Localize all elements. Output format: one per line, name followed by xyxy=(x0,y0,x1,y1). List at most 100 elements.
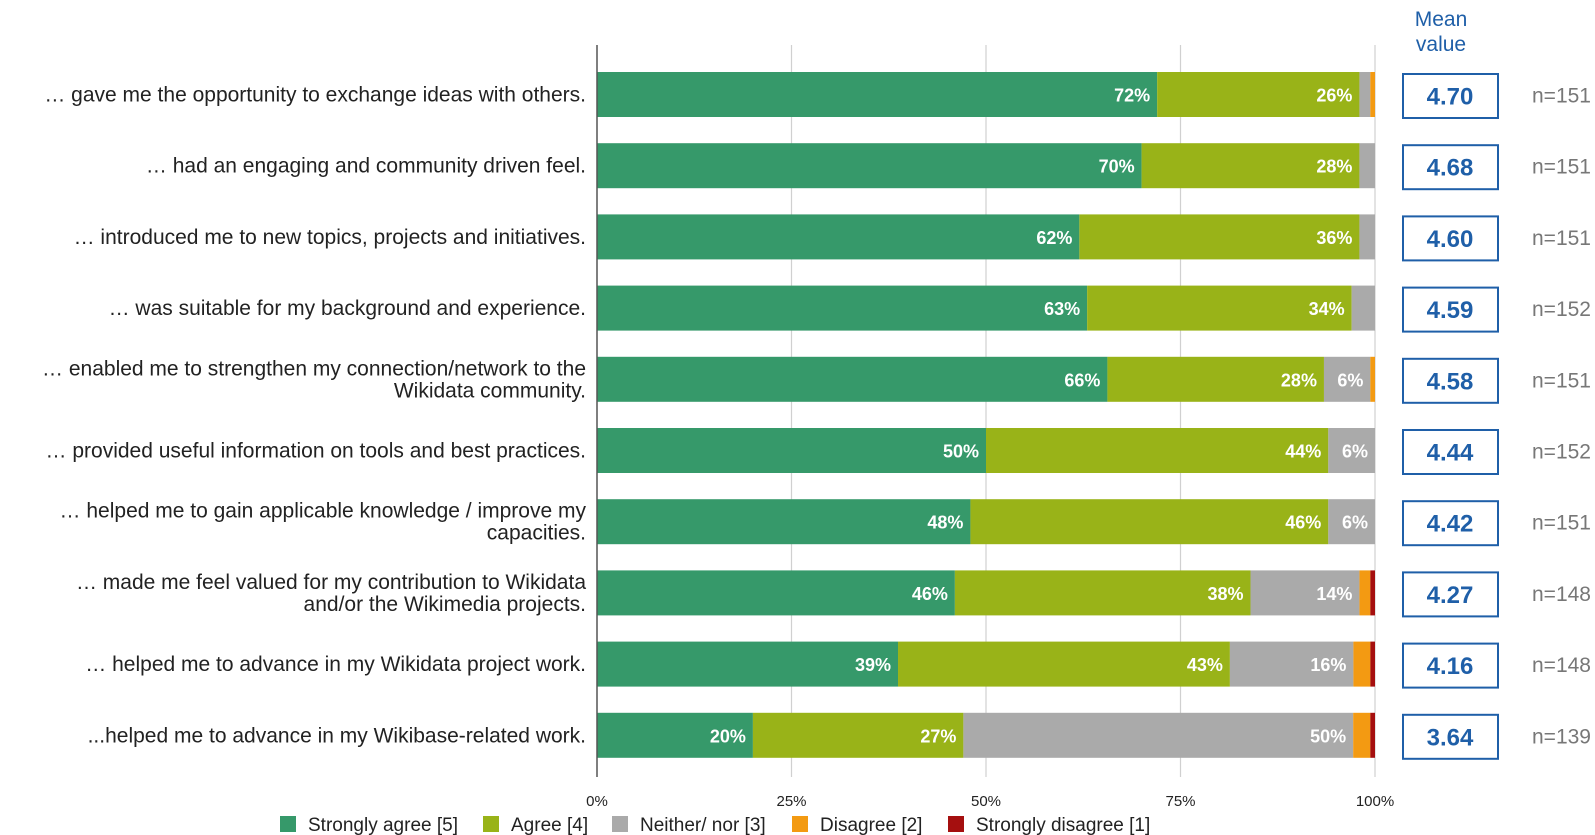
n-count-10: n=139 xyxy=(1532,725,1591,748)
category-label-4: … was suitable for my background and exp… xyxy=(109,297,586,320)
legend-label-4: Disagree [2] xyxy=(820,815,922,835)
bar-segment-row-10-series-3 xyxy=(963,712,1354,758)
bar-segment-row-5-series-3 xyxy=(1323,356,1371,402)
n-count-3: n=151 xyxy=(1532,227,1591,250)
n-count-6: n=152 xyxy=(1532,441,1591,464)
data-label-row-7-series-1: 48% xyxy=(927,513,963,533)
bar-segment-row-8-series-2 xyxy=(954,570,1251,616)
mean-value-2: 4.68 xyxy=(1427,155,1474,182)
bar-segment-row-3-series-1 xyxy=(597,214,1080,260)
legend-entry-4: Disagree [2] xyxy=(792,815,922,835)
data-label-row-4-series-1: 63% xyxy=(1044,299,1080,319)
x-tick-label-100: 100% xyxy=(1356,793,1394,810)
legend-entry-1: Strongly agree [5] xyxy=(280,815,458,835)
bar-segment-row-7-series-1 xyxy=(597,499,971,545)
bar-segment-row-7-series-2 xyxy=(970,499,1329,545)
data-label-row-8-series-3: 14% xyxy=(1316,584,1352,604)
data-label-row-6-series-1: 50% xyxy=(943,442,979,462)
category-label-2: … had an engaging and community driven f… xyxy=(146,155,586,178)
data-label-row-1-series-2: 26% xyxy=(1316,86,1352,106)
mean-value-8: 4.27 xyxy=(1427,582,1474,609)
x-tick-label-75: 75% xyxy=(1165,793,1195,810)
mean-value-7: 4.42 xyxy=(1427,511,1474,538)
mean-box-9 xyxy=(1402,642,1499,689)
legend-swatch-1 xyxy=(280,816,296,832)
segment-labels: 72% 26% 70% 28% 62% 36% 63% 34% 66% 28% 6% 50% 44% 6%… xyxy=(710,86,1368,747)
bar-segment-row-1-series-1 xyxy=(597,72,1158,117)
mean-box-8 xyxy=(1402,571,1499,618)
data-label-row-3-series-1: 62% xyxy=(1036,228,1072,248)
bar-segment-row-5-series-1 xyxy=(597,356,1108,402)
category-label-8-line-1: … made me feel valued for my contributio… xyxy=(76,571,586,594)
x-axis-ticks: 0% 25% 50% 75% 100% xyxy=(586,793,1394,810)
category-label-7-line-1: … helped me to gain applicable knowledge… xyxy=(60,500,587,523)
data-label-row-8-series-1: 46% xyxy=(912,584,948,604)
legend-entry-2: Agree [4] xyxy=(483,815,588,835)
mean-box-4 xyxy=(1402,286,1499,333)
data-label-row-10-series-2: 27% xyxy=(920,726,956,746)
bar-segment-row-6-series-1 xyxy=(597,428,986,473)
bar-segment-row-4-series-1 xyxy=(597,285,1088,331)
data-label-row-7-series-3: 6% xyxy=(1342,513,1368,533)
mean-box-7 xyxy=(1402,500,1499,547)
data-label-row-2-series-1: 70% xyxy=(1099,157,1135,177)
category-label-5-line-1: … enabled me to strengthen my connection… xyxy=(42,357,586,380)
bar-segment-row-3-series-3 xyxy=(1359,214,1375,260)
category-label-10: ...helped me to advance in my Wikibase-r… xyxy=(88,724,586,747)
data-label-row-6-series-2: 44% xyxy=(1285,442,1321,462)
bar-segment-row-4-series-3 xyxy=(1351,285,1375,331)
data-label-row-8-series-2: 38% xyxy=(1207,584,1243,604)
x-tick-label-0: 0% xyxy=(586,793,608,810)
bar-segment-row-6-series-2 xyxy=(986,428,1329,473)
mean-box-6 xyxy=(1402,429,1499,475)
bar-segment-row-2-series-2 xyxy=(1141,143,1360,189)
n-count-1: n=151 xyxy=(1532,85,1591,108)
bar-segment-row-7-series-3 xyxy=(1328,499,1375,545)
n-count-5: n=151 xyxy=(1532,369,1591,392)
mean-box-1 xyxy=(1402,73,1499,119)
legend-entry-3: Neither/ nor [3] xyxy=(612,815,766,835)
data-label-row-5-series-3: 6% xyxy=(1337,370,1363,390)
data-label-row-1-series-1: 72% xyxy=(1114,86,1150,106)
bar-segment-row-1-series-2 xyxy=(1157,72,1360,117)
n-count-2: n=151 xyxy=(1532,156,1591,179)
mean-box-3 xyxy=(1402,215,1499,262)
legend-label-5: Strongly disagree [1] xyxy=(976,815,1150,835)
bar-segment-row-5-series-4 xyxy=(1370,356,1375,402)
mean-box-5 xyxy=(1402,357,1499,404)
n-count-7: n=151 xyxy=(1532,512,1591,535)
data-label-row-3-series-2: 36% xyxy=(1316,228,1352,248)
bar-segment-row-10-series-1 xyxy=(597,712,753,758)
category-label-3: … introduced me to new topics, projects … xyxy=(74,226,586,249)
mean-value-9: 4.16 xyxy=(1427,653,1474,680)
category-label-8-line-2: and/or the Wikimedia projects. xyxy=(304,593,586,616)
bar-segment-row-4-series-2 xyxy=(1087,285,1352,331)
bar-segment-row-8-series-1 xyxy=(597,570,955,616)
category-label-5-line-2: Wikidata community. xyxy=(394,379,586,402)
bar-segment-row-9-series-2 xyxy=(898,641,1230,687)
legend-label-1: Strongly agree [5] xyxy=(308,815,458,835)
mean-value-3: 4.60 xyxy=(1427,226,1474,253)
legend-swatch-3 xyxy=(612,816,628,832)
bar-segment-row-8-series-3 xyxy=(1250,570,1360,616)
n-count-9: n=148 xyxy=(1532,654,1591,677)
category-label-1: … gave me the opportunity to exchange id… xyxy=(44,84,586,107)
data-label-row-7-series-2: 46% xyxy=(1285,513,1321,533)
category-label-9: … helped me to advance in my Wikidata pr… xyxy=(85,653,586,676)
bar-segment-row-8-series-5 xyxy=(1370,570,1375,616)
data-label-row-9-series-2: 43% xyxy=(1187,655,1223,675)
data-label-row-9-series-3: 16% xyxy=(1310,655,1346,675)
n-count-8: n=148 xyxy=(1532,583,1591,606)
bar-segment-row-10-series-2 xyxy=(752,712,964,758)
bar-segment-row-10-series-4 xyxy=(1353,712,1371,758)
bar-segment-row-5-series-2 xyxy=(1107,356,1324,402)
mean-value-1: 4.70 xyxy=(1427,84,1474,111)
bar-segments xyxy=(597,72,1375,758)
data-label-row-4-series-2: 34% xyxy=(1309,299,1345,319)
bar-segment-row-9-series-4 xyxy=(1353,641,1371,687)
legend-label-2: Agree [4] xyxy=(511,815,588,835)
bar-segment-row-2-series-1 xyxy=(597,143,1142,189)
data-label-row-6-series-3: 6% xyxy=(1342,442,1368,462)
mean-header-line-2: value xyxy=(1416,33,1466,56)
data-label-row-10-series-1: 20% xyxy=(710,726,746,746)
